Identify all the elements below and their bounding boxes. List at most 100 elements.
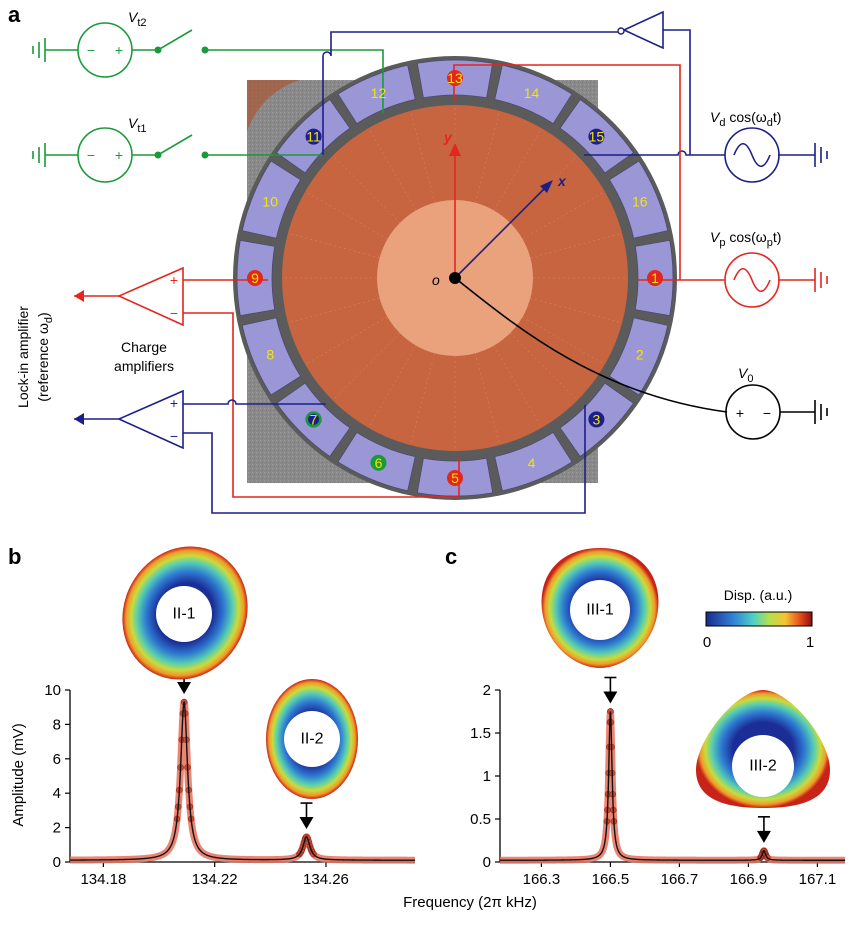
source-v0-plus: + [736,405,744,421]
colorbar-max: 1 [806,634,814,651]
electrode-number-2: 2 [636,347,644,363]
disk-etch-line [368,345,417,428]
y-tick-label: 6 [53,751,61,768]
disk-etch-line [305,191,388,240]
y-tick-label: 2 [53,820,61,837]
axis-x-label: x [557,173,567,189]
electrode-node-11 [305,128,322,145]
electrode-number-12: 12 [371,85,387,101]
electrode-number-1: 1 [651,270,659,286]
x-axis-title: Frequency (2π kHz) [403,894,537,911]
neighbor-device-arc [247,80,300,132]
amp-blue-plus: + [170,395,178,411]
mode-iii-2-label: III-2 [749,758,777,775]
source-vt1: − + Vt1 [77,115,209,183]
source-vp: Vp cos(ωpt) [710,229,781,308]
disk-etch-line [509,332,577,400]
peak-arrow-head [603,691,618,704]
electrode-number-3: 3 [593,411,601,427]
label-vt2: Vt2 [128,9,147,29]
electrode-number-4: 4 [528,455,536,471]
electrode-number-15: 15 [589,129,605,145]
disk-etch-line [493,128,542,211]
mode-ii-2-label: II-2 [300,731,323,748]
axis-y-label: y [443,129,453,145]
y-tick-label: 1.5 [470,725,491,742]
electrode-number-7: 7 [310,411,318,427]
source-vd: Vd cos(ωdt) [710,109,781,183]
disk-etch-line [333,156,401,224]
electrode-number-11: 11 [306,129,321,145]
amp-red-plus: + [170,272,178,288]
disk-etch-line [530,297,622,323]
colorbar-min: 0 [703,634,711,651]
x-tick-label: 134.26 [303,871,349,888]
colorbar: Disp. (a.u.) 0 1 [703,587,814,651]
mode-shape-ii-2: II-2 [266,679,358,799]
disk-etch-line [410,111,436,203]
electrode-node-6 [370,454,387,471]
disk-etch-line [474,111,500,203]
disk-etch-line [288,233,380,259]
peak-arrow-head [299,817,314,830]
disk-etch-line [368,128,417,211]
amp-red-minus: − [170,305,178,321]
svg-text:Lock-in amplifier: Lock-in amplifier [15,306,31,408]
disk-etch-line [333,332,401,400]
disk-etch-line [410,353,436,445]
y-tick-label: 0 [53,854,61,871]
charge-amplifiers-label-2: amplifiers [114,358,174,374]
lockin-label: Lock-in amplifier (reference ωd) [15,306,55,408]
y-axis-title-b: Amplitude (mV) [10,723,27,826]
electrode-4 [494,431,573,492]
panel-b-letter: b [8,544,21,569]
electrode-number-5: 5 [451,470,459,486]
electrode-2 [608,317,669,396]
mode-shape-ii-1: II-1 [122,546,248,680]
y-tick-label: 4 [53,785,61,802]
electrode-node-13 [447,70,463,86]
electrode-number-9: 9 [251,270,259,286]
mode-ii-1-label: II-1 [172,606,195,623]
axis-origin-label: o [432,272,440,288]
electrode-8 [241,317,302,396]
x-tick-label: 167.1 [799,871,837,888]
y-tick-label: 0.5 [470,811,491,828]
y-tick-label: 2 [483,682,491,699]
inverter [617,10,664,50]
source-vt1-minus: − [87,147,95,163]
electrode-number-13: 13 [447,70,463,86]
panel-c-letter: c [445,544,457,569]
device-axes: y x o [432,129,567,288]
disk-etch-line [305,316,388,365]
label-vp: Vp cos(ωpt) [710,229,781,249]
label-vd: Vd cos(ωdt) [710,109,781,129]
x-tick-label: 166.3 [523,871,561,888]
x-tick-label: 166.9 [730,871,768,888]
source-vt2-plus: + [115,42,123,58]
y-tick-label: 10 [44,682,61,699]
fit-line [500,711,845,861]
colorbar-title: Disp. (a.u.) [724,587,792,603]
x-tick-label: 134.18 [80,871,126,888]
electrode-node-15 [588,128,605,145]
electrode-number-8: 8 [266,347,274,363]
mode-shape-iii-2: III-2 [696,690,830,808]
y-tick-label: 8 [53,716,61,733]
x-tick-label: 134.22 [192,871,238,888]
electrode-12 [337,64,416,125]
electrode-node-7-core [308,413,320,425]
electrode-16 [608,160,669,239]
source-vt1-plus: + [115,147,123,163]
electrode-node-3 [588,411,605,428]
chart-c: 0 0.5 1 1.5 2 166.3 166.5 166.7 166.9 167.1 [470,676,849,888]
source-vt2: − + Vt2 [77,9,209,78]
fit-line [70,701,415,861]
chart-b: 0 2 4 6 8 10 134.18 134.22 134.26 [44,667,419,888]
amp-blue-minus: − [170,428,178,444]
electrode-number-6: 6 [375,455,383,471]
peak-arrow-head [177,682,192,695]
ground-symbols [32,38,828,424]
